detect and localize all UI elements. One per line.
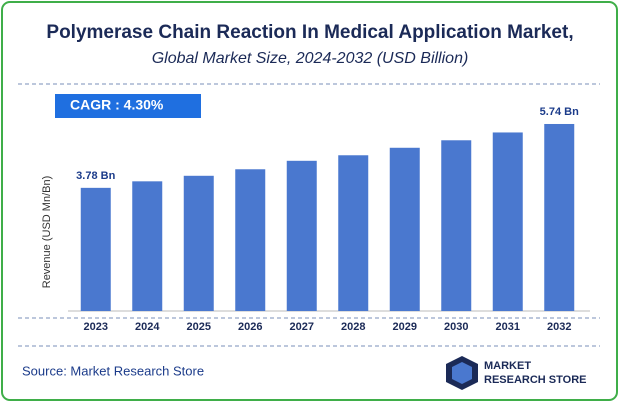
bar: [338, 155, 369, 311]
x-tick-label: 2028: [341, 321, 365, 333]
cagr-label: CAGR : 4.30%: [70, 97, 164, 113]
x-tick-label: 2026: [238, 321, 262, 333]
logo-text: RESEARCH STORE: [484, 374, 586, 386]
bar: [235, 169, 266, 311]
cagr-box: [55, 94, 201, 118]
logo-icon: [446, 356, 478, 390]
bar: [80, 187, 111, 311]
bar: [492, 132, 523, 311]
x-tick-label: 2025: [187, 321, 211, 333]
bar: [389, 147, 420, 311]
x-tick-label: 2032: [547, 321, 571, 333]
x-tick-label: 2024: [135, 321, 160, 333]
chart-title: Polymerase Chain Reaction In Medical App…: [46, 22, 573, 43]
y-axis-label: Revenue (USD Mn/Bn): [41, 176, 53, 289]
x-tick-label: 2023: [84, 321, 108, 333]
source: Source: Market Research Store: [22, 363, 204, 378]
bar: [544, 123, 575, 312]
x-tick-label: 2029: [393, 321, 417, 333]
bar: [132, 181, 163, 311]
data-label: 5.74 Bn: [540, 106, 579, 118]
bar: [441, 140, 472, 311]
chart-subtitle: Global Market Size, 2024-2032 (USD Billi…: [152, 50, 469, 67]
data-label: 3.78 Bn: [76, 170, 115, 182]
bar: [286, 160, 317, 311]
logo-text: MARKET: [484, 360, 531, 372]
x-tick-label: 2031: [496, 321, 520, 333]
x-tick-label: 2027: [290, 321, 314, 333]
bar: [183, 175, 214, 311]
x-tick-label: 2030: [444, 321, 468, 333]
